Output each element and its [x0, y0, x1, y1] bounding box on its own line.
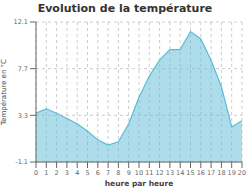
svg-text:5: 5: [85, 169, 89, 177]
svg-text:7: 7: [106, 169, 110, 177]
svg-text:3: 3: [65, 169, 69, 177]
svg-text:8: 8: [116, 169, 120, 177]
svg-text:2: 2: [55, 169, 59, 177]
svg-text:10: 10: [135, 169, 143, 177]
svg-text:12: 12: [155, 169, 163, 177]
svg-text:0: 0: [34, 169, 38, 177]
svg-text:19: 19: [228, 169, 236, 177]
svg-text:3.3: 3.3: [18, 112, 28, 120]
svg-text:-1.1: -1.1: [15, 158, 28, 166]
svg-text:6: 6: [96, 169, 100, 177]
svg-text:4: 4: [75, 169, 79, 177]
svg-text:12.1: 12.1: [14, 18, 28, 26]
svg-text:18: 18: [217, 169, 225, 177]
svg-text:16: 16: [197, 169, 205, 177]
svg-text:17: 17: [207, 169, 215, 177]
svg-text:15: 15: [186, 169, 194, 177]
svg-text:11: 11: [145, 169, 153, 177]
svg-text:14: 14: [176, 169, 184, 177]
svg-text:20: 20: [238, 169, 242, 177]
svg-text:Température en °C: Température en °C: [8, 59, 9, 126]
svg-text:9: 9: [127, 169, 131, 177]
svg-text:heure par heure: heure par heure: [105, 179, 173, 188]
svg-text:7.7: 7.7: [18, 65, 28, 73]
html-text:Evolution de la température: Evolution de la température: [37, 2, 213, 15]
svg-text:1: 1: [44, 169, 48, 177]
svg-text:13: 13: [166, 169, 174, 177]
